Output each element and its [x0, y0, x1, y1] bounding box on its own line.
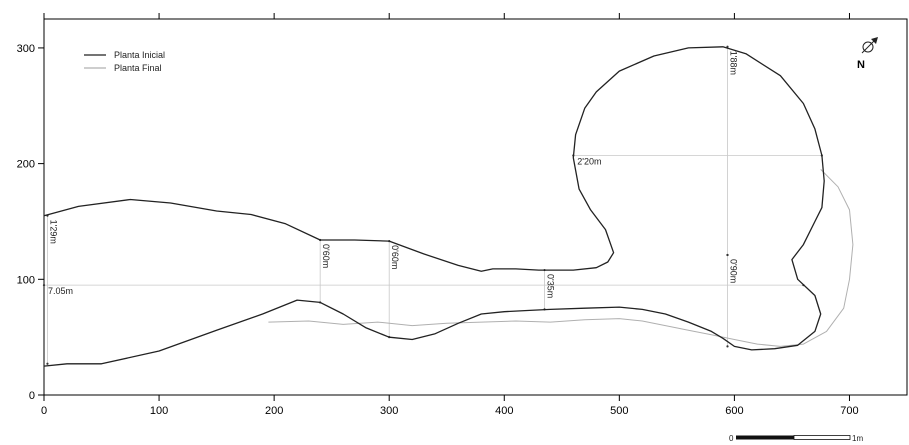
x-tick-label: 700 — [840, 405, 858, 417]
north-label: N — [857, 59, 865, 71]
dimension-label: 7.05m — [48, 286, 73, 296]
y-tick-label: 300 — [17, 43, 35, 55]
x-tick-label: 500 — [610, 405, 628, 417]
north-arrow-icon — [862, 41, 874, 53]
dimension-label: 1'29m — [48, 220, 58, 244]
legend-label-final: Planta Final — [114, 63, 162, 73]
dimension-labels: 1'29m 0'60m 0'60m 0'35m 1'88m 0'90m 2'20m 7.05m — [48, 51, 738, 299]
scale-bar-light — [793, 435, 851, 440]
dimension-lines — [42, 45, 823, 365]
north-arrow-head — [871, 37, 878, 44]
x-tick-label: 0 — [41, 405, 47, 417]
dimension-label: 0'90m — [728, 259, 738, 283]
x-tick-label: 100 — [150, 405, 168, 417]
x-tick-label: 400 — [495, 405, 513, 417]
y-tick-label: 0 — [29, 390, 35, 402]
legend-label-inicial: Planta Inicial — [114, 50, 165, 60]
scale-bar: 0 1m — [729, 434, 863, 443]
x-tick-label: 200 — [265, 405, 283, 417]
dimension-label: 2'20m — [577, 157, 601, 167]
plot-border — [43, 18, 908, 396]
plot-frame — [43, 18, 908, 396]
x-tick-label: 600 — [725, 405, 743, 417]
dimension-endpoint — [42, 283, 46, 287]
dimension-label: 1'88m — [728, 51, 738, 75]
outline-planta-inicial — [43, 46, 825, 367]
scale-bar-dark — [736, 435, 794, 440]
y-tick-label: 100 — [17, 274, 35, 286]
dimension-label: 0'60m — [390, 245, 400, 269]
plan-outlines — [43, 46, 854, 367]
x-tick-label: 300 — [380, 405, 398, 417]
outline-planta-final — [268, 169, 854, 347]
dimension-endpoint — [46, 362, 49, 365]
axis-ticks: 0 100 200 300 400 500 600 700 0 100 200 300 — [17, 13, 859, 417]
scale-start-label: 0 — [729, 434, 734, 443]
legend: Planta Inicial Planta Final — [84, 50, 165, 73]
dimension-endpoint — [726, 345, 729, 348]
y-tick-label: 200 — [17, 159, 35, 171]
dimension-label: 0'35m — [546, 274, 556, 298]
north-arrow: N — [857, 37, 878, 71]
scale-end-label: 1m — [852, 434, 863, 443]
dimension-label: 0'60m — [321, 244, 331, 268]
dimension-endpoint — [726, 253, 729, 257]
dimension-endpoint — [726, 45, 729, 48]
